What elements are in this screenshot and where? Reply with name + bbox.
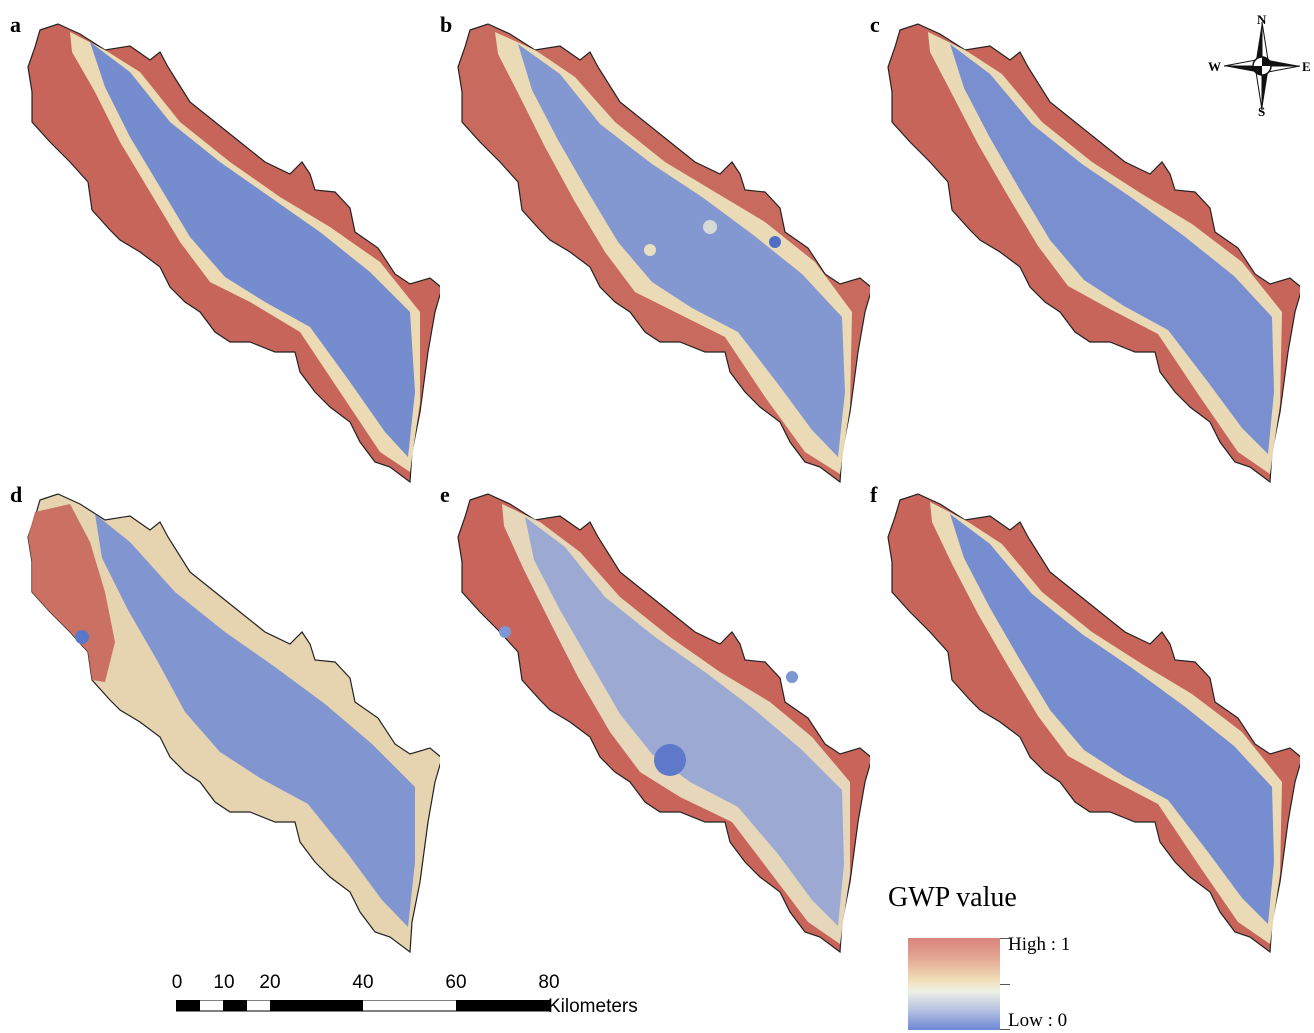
basin-map-a	[27, 23, 440, 484]
compass-north-label: N	[1257, 12, 1267, 27]
legend: GWP value High : 1 Low : 0	[886, 882, 1146, 1032]
scale-tick-label: 40	[352, 972, 374, 993]
scale-tick-label: 10	[213, 972, 235, 993]
legend-title: GWP value	[888, 882, 1017, 913]
scale-unit-label: Kilometers	[548, 996, 638, 1017]
legend-low-label: Low : 0	[1008, 1010, 1068, 1031]
panel-label: e	[440, 482, 450, 507]
scale-bar-segments	[176, 1000, 551, 1012]
legend-tick	[1000, 984, 1010, 985]
scale-tick-label: 0	[171, 972, 183, 993]
legend-tick	[1000, 938, 1010, 939]
panel-label: c	[870, 12, 880, 37]
compass-west-label: W	[1208, 59, 1221, 74]
scale-tick-label: 20	[259, 972, 281, 993]
compass-east-label: E	[1302, 59, 1311, 74]
map-panel-b: b	[440, 12, 870, 492]
basin-map-d	[27, 493, 440, 954]
panel-label: b	[440, 12, 453, 37]
legend-high-label: High : 1	[1008, 934, 1071, 955]
basin-map-b	[457, 23, 870, 484]
scale-tick-label: 60	[445, 972, 467, 993]
panel-label: f	[870, 482, 878, 507]
legend-color-ramp	[908, 938, 1000, 1030]
map-panel-a: a	[10, 12, 440, 492]
compass-south-label: S	[1258, 104, 1266, 119]
map-panel-e: e	[440, 482, 870, 962]
basin-map-f	[887, 493, 1300, 954]
map-panel-f: f	[870, 482, 1300, 962]
map-panel-c: c	[870, 12, 1300, 492]
map-panel-d: d	[10, 482, 440, 962]
panel-label: d	[10, 482, 23, 507]
panel-label: a	[10, 12, 21, 37]
scale-bar: 0 10 20 40 60 80 Kilometers	[170, 972, 670, 1022]
basin-map-c	[887, 23, 1300, 484]
north-arrow: N S W E	[1208, 12, 1314, 119]
legend-tick	[1000, 1029, 1010, 1030]
basin-map-e	[457, 493, 870, 954]
scale-tick-label: 80	[538, 972, 560, 993]
compass-rose-icon	[1223, 21, 1301, 111]
